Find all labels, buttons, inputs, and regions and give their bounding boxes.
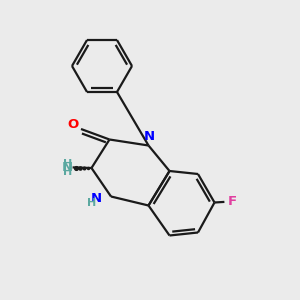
Text: N: N bbox=[144, 130, 155, 143]
Text: F: F bbox=[227, 195, 236, 208]
Text: O: O bbox=[67, 118, 78, 131]
Text: H: H bbox=[87, 198, 96, 208]
Text: H: H bbox=[63, 167, 72, 177]
Text: N: N bbox=[91, 191, 102, 205]
Text: N: N bbox=[62, 161, 73, 174]
Text: H: H bbox=[63, 159, 72, 169]
